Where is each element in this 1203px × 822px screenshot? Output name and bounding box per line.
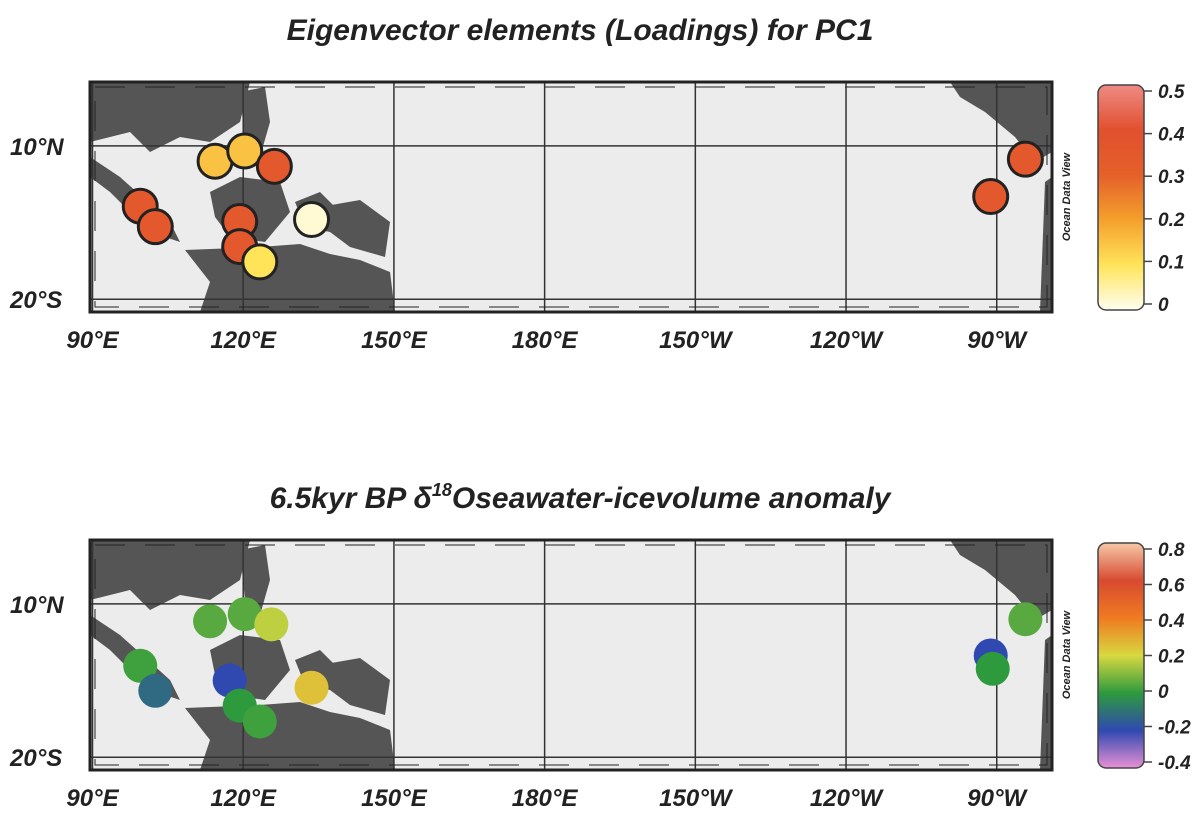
lon-tick-label: 120°E [210, 785, 277, 812]
data-point [243, 245, 277, 279]
lon-tick-label: 150°E [361, 785, 428, 812]
title-part: 6.5kyr BP [270, 482, 414, 515]
lat-tick-label: 20°S [9, 287, 62, 314]
lon-tick-label: 90°W [967, 327, 1028, 354]
colorbar-tick-label: 0.6 [1158, 576, 1185, 597]
colorbar-tick-label: -0.2 [1158, 718, 1191, 739]
lon-tick-label: 150°W [659, 785, 734, 812]
lon-tick-label: 120°W [810, 785, 885, 812]
lat-tick-label: 10°N [10, 592, 64, 619]
lat-tick-label: 10°N [10, 134, 64, 161]
data-point [1008, 602, 1042, 636]
title-part: Eigenvector elements (Loadings) for PC1 [287, 14, 874, 47]
page: Eigenvector elements (Loadings) for PC1 9… [0, 0, 1203, 822]
colorbar-tick-label: 0.8 [1158, 540, 1185, 561]
colorbar [1098, 85, 1144, 310]
map-title: Eigenvector elements (Loadings) for PC1 [287, 14, 874, 47]
colorbar-tick-label: 0.4 [1158, 125, 1185, 146]
colorbar-tick-label: 0.4 [1158, 611, 1185, 632]
colorbar-tick-label: 0.5 [1158, 82, 1185, 103]
map-title: 6.5kyr BP δ18Oseawater-icevolume anomaly [270, 480, 892, 515]
lon-tick-label: 90°E [66, 327, 119, 354]
lon-tick-label: 120°W [810, 327, 885, 354]
lon-tick-label: 180°E [512, 785, 579, 812]
data-point [243, 704, 277, 738]
colorbar-tick-label: 0.3 [1158, 167, 1185, 188]
data-point [974, 179, 1008, 213]
data-point [193, 604, 227, 638]
colorbar-tick-label: 0 [1158, 295, 1169, 316]
data-point [295, 202, 329, 236]
lon-tick-label: 90°E [66, 785, 119, 812]
colorbar [1098, 543, 1144, 768]
data-point [295, 671, 329, 705]
lon-tick-label: 150°W [659, 327, 734, 354]
colorbar-tick-label: 0.1 [1158, 252, 1184, 273]
credit: Ocean Data View [1061, 609, 1073, 699]
colorbar-tick-label: 0.2 [1158, 647, 1185, 668]
lon-tick-label: 90°W [967, 785, 1028, 812]
data-point [1008, 142, 1042, 176]
data-point [138, 674, 172, 708]
data-point [257, 149, 291, 183]
lon-tick-label: 180°E [512, 327, 579, 354]
title-part: Oseawater-icevolume anomaly [452, 482, 892, 515]
data-point [976, 652, 1010, 686]
lon-tick-label: 120°E [210, 327, 277, 354]
data-point [138, 210, 172, 244]
figure: Eigenvector elements (Loadings) for PC1 9… [0, 0, 1203, 817]
data-point [254, 607, 288, 641]
title-part: δ [414, 482, 433, 515]
lon-tick-label: 150°E [361, 327, 428, 354]
title-part: 18 [432, 480, 452, 500]
lat-tick-label: 20°S [9, 745, 62, 772]
colorbar-tick-label: 0.2 [1158, 210, 1185, 231]
colorbar-tick-label: 0 [1158, 682, 1169, 703]
credit: Ocean Data View [1061, 151, 1073, 241]
colorbar-tick-label: -0.4 [1158, 753, 1191, 774]
